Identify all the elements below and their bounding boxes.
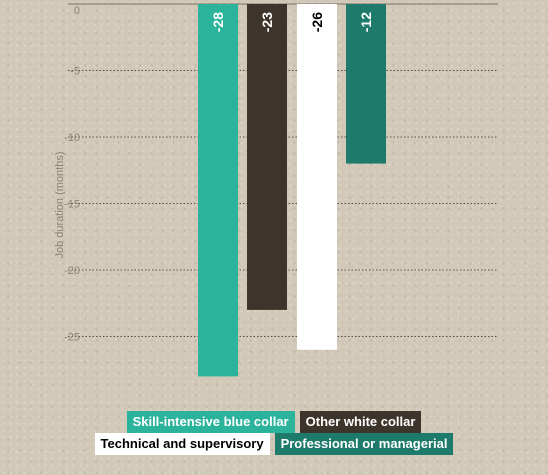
legend-item-other-white-collar[interactable]: Other white collar xyxy=(299,411,422,433)
bar[interactable] xyxy=(346,4,386,164)
legend-row-2: Technical and supervisory Professional o… xyxy=(0,433,548,455)
y-tick-label: -5 xyxy=(70,66,80,78)
legend-item-technical-and-supervisory[interactable]: Technical and supervisory xyxy=(94,433,270,455)
bars xyxy=(198,4,386,377)
bar[interactable] xyxy=(297,4,337,350)
bar-value-label: -28 xyxy=(210,12,226,32)
bar-value-label: -26 xyxy=(309,12,325,32)
bar-value-label: -12 xyxy=(358,12,374,32)
y-tick-label: -20 xyxy=(64,265,80,277)
bar-chart: 0 -5 -10 -15 -20 -25 -28 -23 -26 -12 Job duratio… xyxy=(54,3,498,377)
legend-item-skill-intensive-blue-collar[interactable]: Skill-intensive blue collar xyxy=(126,411,295,433)
y-tick-label: -10 xyxy=(64,132,80,144)
y-axis-title: Job duration (months) xyxy=(54,152,66,259)
bar[interactable] xyxy=(198,4,238,377)
bar-value-labels: -28 -23 -26 -12 xyxy=(210,12,374,32)
legend-row-1: Skill-intensive blue collar Other white … xyxy=(0,411,548,433)
y-tick-label: -25 xyxy=(64,332,80,344)
legend-item-professional-or-managerial[interactable]: Professional or managerial xyxy=(274,433,454,455)
y-tick-label: -15 xyxy=(64,199,80,211)
y-axis-ticks: 0 -5 -10 -15 -20 -25 xyxy=(64,5,80,344)
bar[interactable] xyxy=(247,4,287,310)
y-tick-label: 0 xyxy=(74,5,80,17)
bar-value-label: -23 xyxy=(259,12,275,32)
